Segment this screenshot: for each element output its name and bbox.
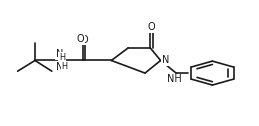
Text: O: O (81, 35, 88, 45)
Text: O: O (76, 34, 84, 44)
Text: H: H (61, 62, 67, 71)
Text: H: H (59, 53, 65, 62)
Text: O: O (148, 22, 156, 32)
Text: N: N (162, 55, 169, 66)
Text: NH: NH (168, 74, 182, 84)
Text: N: N (56, 49, 63, 59)
Text: N: N (56, 62, 63, 72)
